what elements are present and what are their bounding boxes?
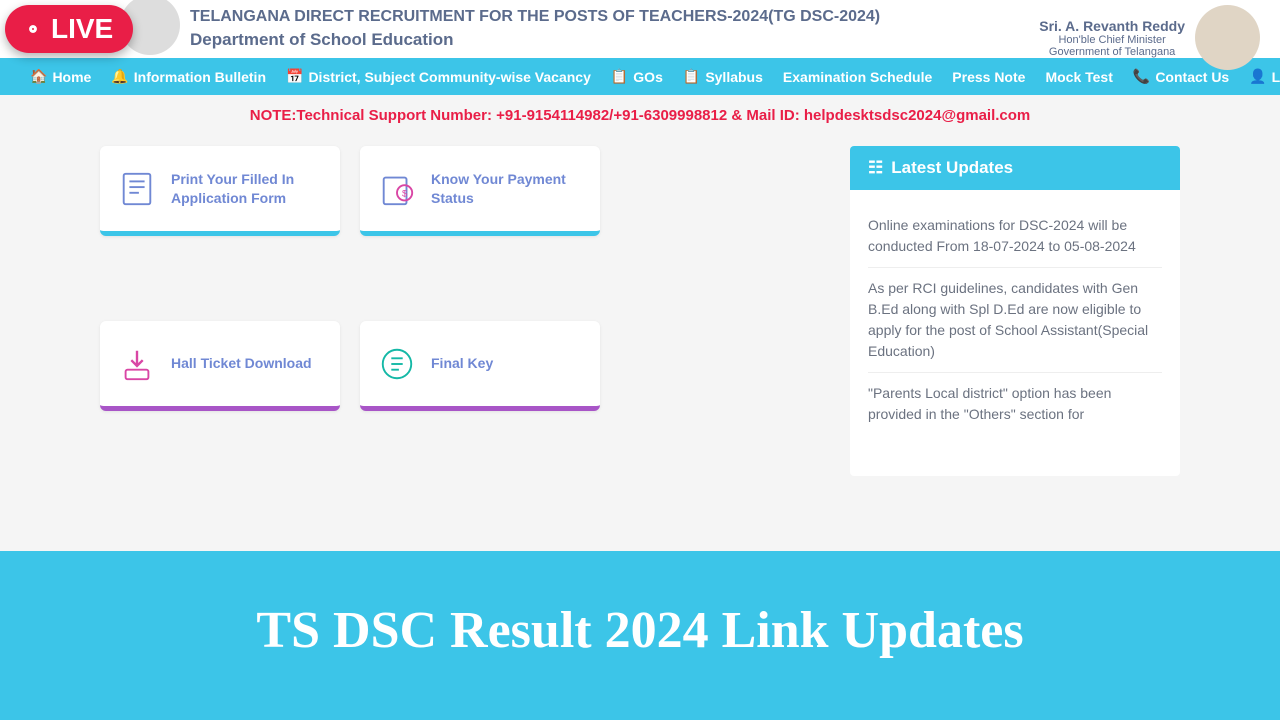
minister-title2: Government of Telangana [1039, 46, 1185, 58]
card-label: Know Your Payment Status [431, 170, 582, 206]
card-final-key[interactable]: Final Key [360, 321, 600, 411]
main-content: Print Your Filled In Application Form $ … [0, 136, 1280, 486]
minister-name: Sri. A. Revanth Reddy [1039, 18, 1185, 34]
nav-contact[interactable]: 📞Contact Us [1133, 68, 1229, 85]
footer-title: TS DSC Result 2024 Link Updates [20, 601, 1260, 660]
phone-icon: 📞 [1133, 68, 1150, 85]
header-subtitle: Department of School Education [190, 30, 880, 50]
card-print-application[interactable]: Print Your Filled In Application Form [100, 146, 340, 236]
download-icon [118, 345, 156, 383]
document-icon [118, 170, 156, 208]
card-label: Final Key [431, 354, 493, 372]
payment-icon: $ [378, 170, 416, 208]
nav-mock[interactable]: Mock Test [1045, 69, 1112, 85]
minister-block: Sri. A. Revanth Reddy Hon'ble Chief Mini… [1039, 5, 1260, 70]
update-item: Online examinations for DSC-2024 will be… [868, 205, 1162, 268]
footer-banner: TS DSC Result 2024 Link Updates [0, 551, 1280, 720]
clipboard-icon: 📋 [611, 68, 628, 85]
notice-text: NOTE:Technical Support Number: +91-91541… [0, 95, 1280, 136]
updates-header: ☷ Latest Updates [850, 146, 1180, 190]
updates-title: Latest Updates [891, 158, 1013, 178]
card-payment-status[interactable]: $ Know Your Payment Status [360, 146, 600, 236]
list-icon: ☷ [868, 158, 883, 178]
svg-text:$: $ [402, 188, 408, 199]
live-dot-icon [25, 21, 41, 37]
header-title: TELANGANA DIRECT RECRUITMENT FOR THE POS… [190, 8, 880, 26]
update-item: "Parents Local district" option has been… [868, 373, 1162, 435]
updates-panel: ☷ Latest Updates Online examinations for… [850, 146, 1180, 476]
minister-text: Sri. A. Revanth Reddy Hon'ble Chief Mini… [1039, 18, 1185, 58]
page-header: LIVE TELANGANA DIRECT RECRUITMENT FOR TH… [0, 0, 1280, 58]
cards-grid: Print Your Filled In Application Form $ … [100, 146, 825, 476]
calendar-icon: 📅 [286, 68, 303, 85]
key-icon [378, 345, 416, 383]
clipboard-icon: 📋 [683, 68, 700, 85]
minister-photo [1195, 5, 1260, 70]
header-text: TELANGANA DIRECT RECRUITMENT FOR THE POS… [190, 8, 880, 50]
nav-home[interactable]: 🏠Home [30, 68, 91, 85]
home-icon: 🏠 [30, 68, 47, 85]
card-label: Print Your Filled In Application Form [171, 170, 322, 206]
minister-title1: Hon'ble Chief Minister [1039, 34, 1185, 46]
live-label: LIVE [51, 13, 113, 45]
live-badge: LIVE [5, 5, 133, 53]
update-item: As per RCI guidelines, candidates with G… [868, 268, 1162, 373]
card-hall-ticket[interactable]: Hall Ticket Download [100, 321, 340, 411]
nav-login[interactable]: 👤Log In [1249, 68, 1280, 85]
nav-gos[interactable]: 📋GOs [611, 68, 663, 85]
nav-vacancy[interactable]: 📅District, Subject Community-wise Vacanc… [286, 68, 591, 85]
user-icon: 👤 [1249, 68, 1266, 85]
bell-icon: 🔔 [111, 68, 128, 85]
updates-body[interactable]: Online examinations for DSC-2024 will be… [850, 190, 1180, 476]
nav-syllabus[interactable]: 📋Syllabus [683, 68, 763, 85]
nav-press[interactable]: Press Note [952, 69, 1025, 85]
card-label: Hall Ticket Download [171, 354, 312, 372]
nav-bulletin[interactable]: 🔔Information Bulletin [111, 68, 266, 85]
nav-exam[interactable]: Examination Schedule [783, 69, 932, 85]
